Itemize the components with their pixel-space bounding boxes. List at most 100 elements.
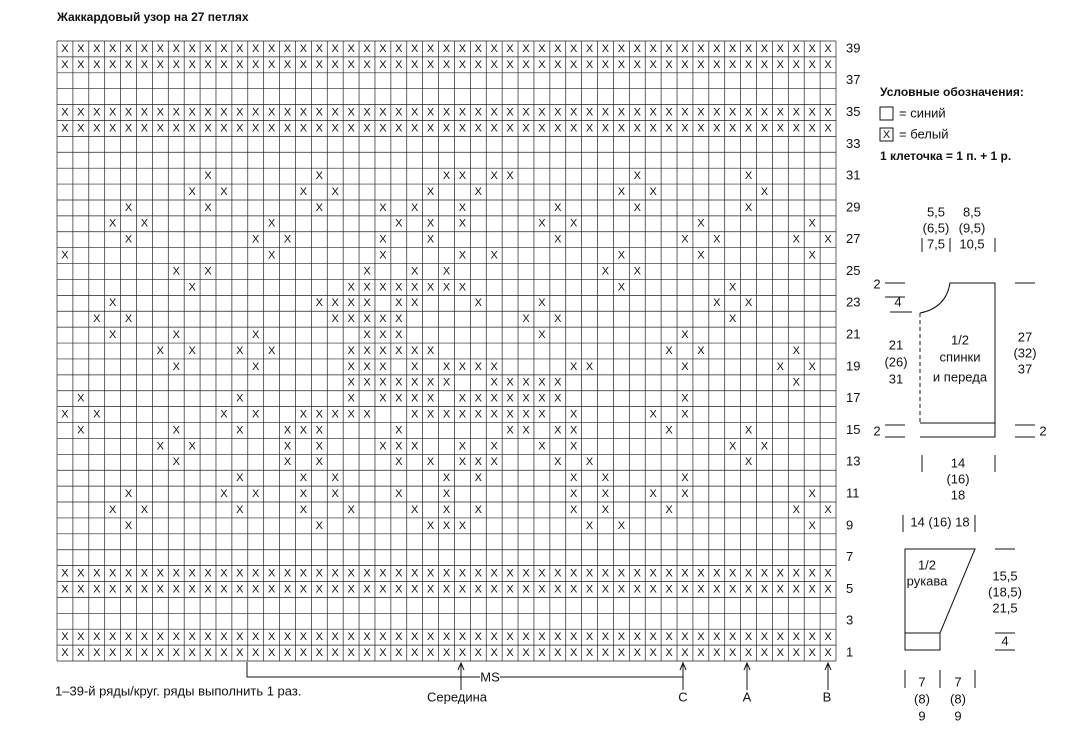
dim: 4	[894, 294, 901, 309]
dim: 18	[951, 487, 965, 502]
cell-x: X	[506, 567, 514, 579]
cell-x: X	[93, 631, 101, 643]
cell-x: X	[268, 345, 276, 357]
cell-x: X	[411, 393, 419, 405]
middle-label: Середина	[427, 689, 488, 704]
cell-x: X	[93, 122, 101, 134]
cell-x: X	[729, 122, 737, 134]
cell-x: X	[824, 583, 832, 595]
cell-x: X	[697, 345, 705, 357]
cell-x: X	[427, 345, 435, 357]
cell-x: X	[268, 122, 276, 134]
cell-x: X	[697, 647, 705, 659]
cell-x: X	[650, 43, 658, 55]
cell-x: X	[284, 43, 292, 55]
cell-x: X	[188, 567, 196, 579]
cell-x: X	[475, 647, 483, 659]
cell-x: X	[459, 456, 467, 468]
cell-x: X	[634, 122, 642, 134]
cell-x: X	[602, 43, 610, 55]
cell-x: X	[491, 122, 499, 134]
cell-x: X	[363, 106, 371, 118]
cell-x: X	[793, 106, 801, 118]
cell-x: X	[793, 631, 801, 643]
cell-x: X	[475, 567, 483, 579]
ms-bracket	[246, 662, 684, 678]
row-label: 29	[846, 199, 860, 214]
cell-x: X	[586, 583, 594, 595]
cell-x: X	[347, 345, 355, 357]
cell-x: X	[347, 297, 355, 309]
note: 1–39-й ряды/круг. ряды выполнить 1 раз.	[55, 683, 301, 698]
cell-x: X	[379, 281, 387, 293]
cell-x: X	[554, 647, 562, 659]
cell-x: X	[332, 567, 340, 579]
cell-x: X	[459, 170, 467, 182]
cell-x: X	[793, 377, 801, 389]
cell-x: X	[395, 281, 403, 293]
cell-x: X	[745, 170, 753, 182]
cell-x: X	[157, 440, 165, 452]
row-label: 13	[846, 454, 860, 469]
cell-x: X	[395, 647, 403, 659]
cell-x: X	[411, 345, 419, 357]
cell-x: X	[554, 202, 562, 214]
cell-x: X	[634, 631, 642, 643]
cell-x: X	[109, 106, 117, 118]
dim: 9	[918, 708, 925, 723]
cell-x: X	[363, 408, 371, 420]
row-label: 27	[846, 231, 860, 246]
cell-x: X	[427, 631, 435, 643]
cell-x: X	[522, 43, 530, 55]
cell-x: X	[252, 488, 260, 500]
row-label: 17	[846, 390, 860, 405]
cell-x: X	[93, 567, 101, 579]
cell-x: X	[379, 122, 387, 134]
cell-x: X	[602, 122, 610, 134]
cell-x: X	[793, 345, 801, 357]
cell-x: X	[538, 631, 546, 643]
cell-x: X	[777, 122, 785, 134]
cell-x: X	[427, 218, 435, 230]
cell-x: X	[188, 122, 196, 134]
row-label: 25	[846, 263, 860, 278]
cell-x: X	[204, 265, 212, 277]
cell-x: X	[125, 520, 133, 532]
cell-x: X	[236, 424, 244, 436]
cell-x: X	[411, 567, 419, 579]
dim: (9,5)	[959, 220, 986, 235]
cell-x: X	[459, 631, 467, 643]
cell-x: X	[538, 122, 546, 134]
cell-x: X	[808, 59, 816, 71]
cell-x: X	[379, 377, 387, 389]
cell-x: X	[443, 488, 451, 500]
cell-x: X	[109, 122, 117, 134]
cell-x: X	[284, 106, 292, 118]
cell-x: X	[236, 472, 244, 484]
cell-x: X	[618, 567, 626, 579]
cell-x: X	[61, 408, 69, 420]
cell-x: X	[268, 218, 276, 230]
cell-x: X	[570, 472, 578, 484]
cell-x: X	[491, 59, 499, 71]
cell-x: X	[681, 59, 689, 71]
cell-x: X	[188, 631, 196, 643]
cell-x: X	[459, 122, 467, 134]
cell-x: X	[793, 234, 801, 246]
cell-x: X	[109, 583, 117, 595]
cell-x: X	[220, 186, 228, 198]
cell-x: X	[252, 361, 260, 373]
cell-x: X	[522, 424, 530, 436]
cell-x: X	[475, 456, 483, 468]
cell-x: X	[427, 377, 435, 389]
cell-x: X	[363, 122, 371, 134]
cell-x: X	[316, 202, 324, 214]
cell-x: X	[300, 631, 308, 643]
cell-x: X	[347, 647, 355, 659]
cell-x: X	[586, 361, 594, 373]
cell-x: X	[363, 59, 371, 71]
cell-x: X	[665, 106, 673, 118]
cell-x: X	[427, 583, 435, 595]
cell-x: X	[761, 122, 769, 134]
cell-x: X	[77, 631, 85, 643]
